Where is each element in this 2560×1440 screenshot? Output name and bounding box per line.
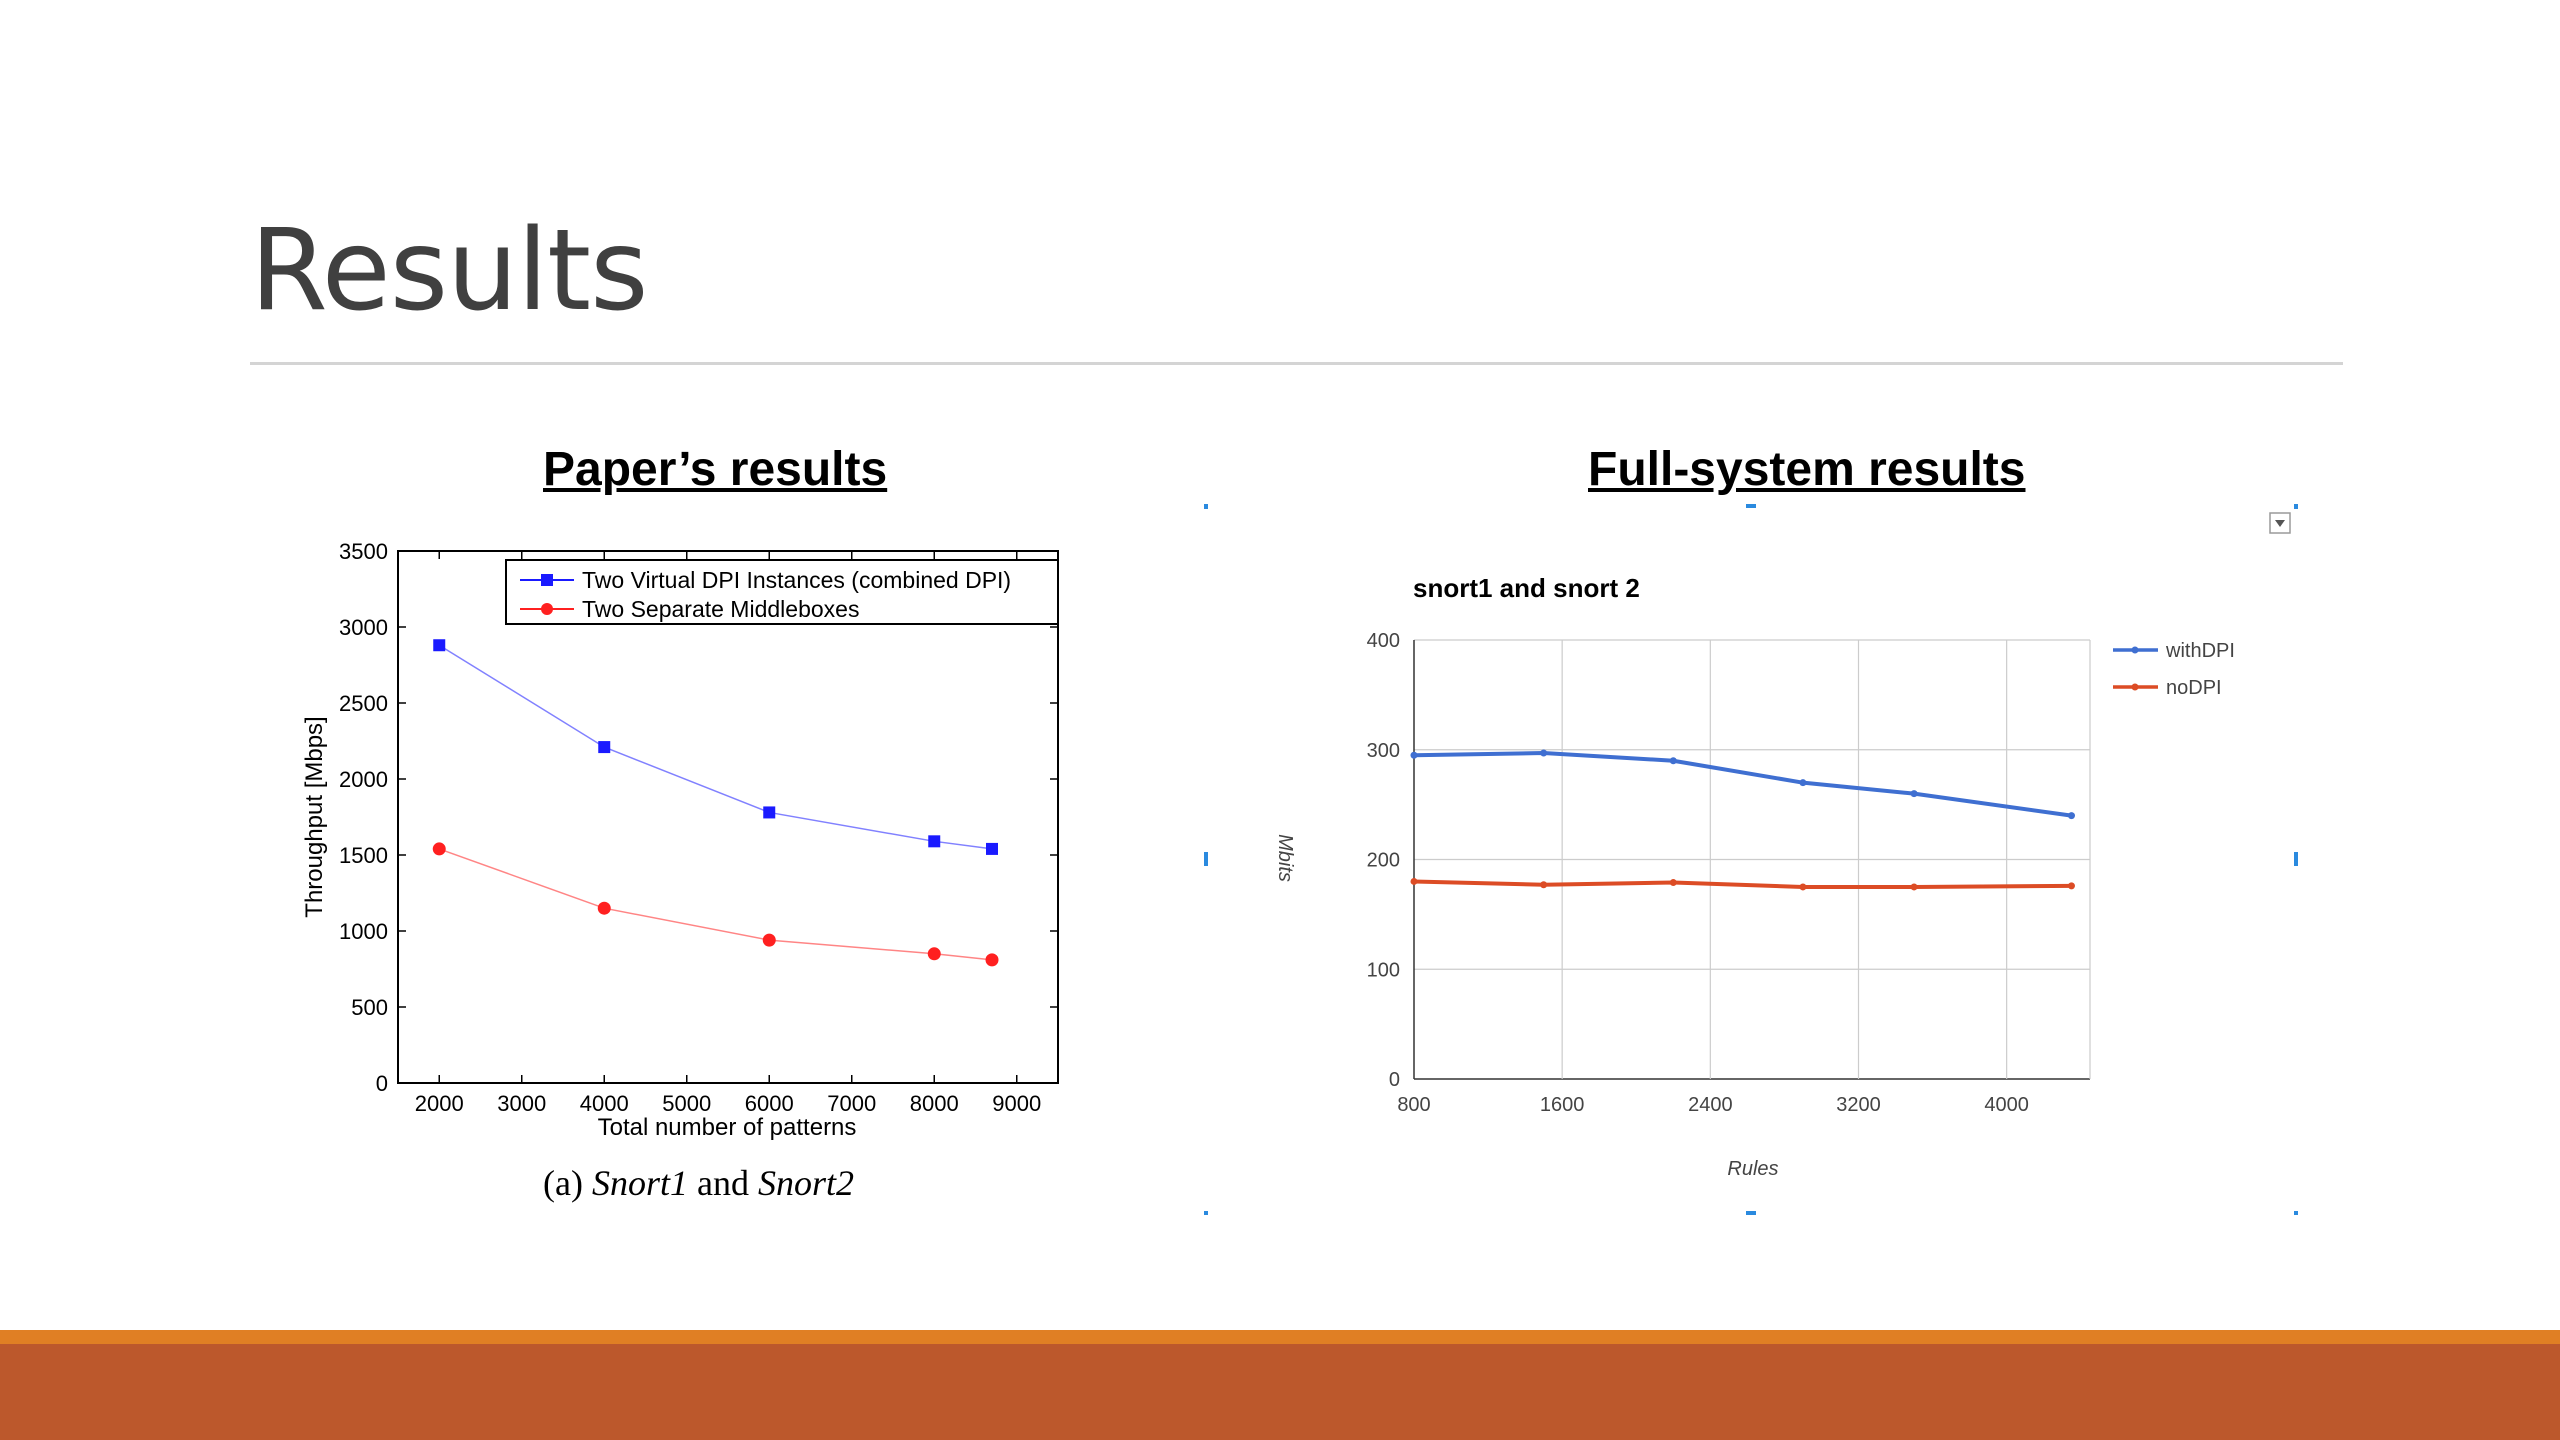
caption-and: and: [688, 1163, 758, 1203]
full-system-results-heading: Full-system results: [1588, 443, 2026, 496]
x-tick-label: 1600: [1540, 1094, 1585, 1116]
y-tick-label: 1500: [339, 843, 388, 868]
y-axis-label: Mbits: [1274, 834, 1296, 882]
series-line: [1413, 751, 2072, 818]
x-tick-label: 8000: [910, 1091, 959, 1116]
y-tick-label: 2500: [339, 691, 388, 716]
legend-marker: [541, 603, 553, 615]
y-tick-label: 0: [376, 1071, 388, 1096]
y-tick-label: 400: [1367, 630, 1400, 652]
selection-handle[interactable]: [1746, 1211, 1756, 1215]
y-tick-label: 200: [1367, 850, 1400, 872]
selection-handle[interactable]: [2294, 1211, 2298, 1215]
x-tick-label: 6000: [745, 1091, 794, 1116]
x-tick-label: 3000: [497, 1091, 546, 1116]
y-axis-label: Throughput [Mbps]: [301, 716, 328, 917]
chart-series: [432, 639, 999, 967]
chart-axes: [397, 550, 1059, 1084]
x-tick-label: 2400: [1688, 1094, 1733, 1116]
data-point: [762, 933, 776, 947]
y-tick-label: 300: [1367, 740, 1400, 762]
legend-label: withDPI: [2165, 640, 2235, 662]
chevron-down-icon: [2275, 520, 2285, 527]
data-point: [598, 741, 611, 754]
data-point: [1910, 790, 1918, 798]
y-tick-label: 1000: [339, 919, 388, 944]
legend-marker: [2131, 683, 2139, 691]
caption-snort2: Snort2: [758, 1163, 854, 1203]
chart-legend: withDPI noDPI: [2113, 640, 2235, 699]
data-point: [1669, 879, 1677, 887]
data-point: [986, 842, 998, 855]
legend-box: [505, 559, 1059, 625]
selection-handle[interactable]: [2294, 504, 2298, 509]
legend-marker: [2131, 646, 2139, 654]
x-tick-label: 3200: [1836, 1094, 1881, 1116]
x-tick-label: 9000: [992, 1091, 1041, 1116]
data-point: [1799, 883, 1807, 891]
tick-labels: 0 100 200 300 400 800 1600 2400 3200 4000: [1367, 630, 2029, 1116]
data-point: [927, 947, 941, 961]
legend-marker: [541, 574, 553, 586]
chart-gridlines: [1413, 639, 2091, 1080]
caption-prefix: (a): [543, 1163, 592, 1203]
data-point: [763, 806, 776, 819]
x-tick-label: 4000: [580, 1091, 629, 1116]
selection-handle[interactable]: [2294, 852, 2298, 866]
papers-results-heading: Paper’s results: [543, 443, 888, 496]
selection-handle[interactable]: [1204, 1211, 1208, 1215]
data-point: [2067, 882, 2075, 890]
y-tick-label: 500: [351, 995, 388, 1020]
chart-series: [1410, 749, 2075, 891]
selection-handle[interactable]: [1746, 504, 1756, 508]
data-point: [1540, 749, 1548, 757]
x-tick-label: 5000: [662, 1091, 711, 1116]
data-point: [597, 901, 611, 915]
series-line: [1413, 879, 2072, 889]
data-point: [1410, 751, 1418, 759]
figure-caption: (a) Snort1 and Snort2: [543, 1163, 854, 1203]
legend-label: Two Virtual DPI Instances (combined DPI): [582, 567, 1011, 593]
data-point: [985, 953, 999, 967]
y-tick-label: 100: [1367, 959, 1400, 981]
data-point: [1669, 757, 1677, 765]
data-point: [1910, 883, 1918, 891]
x-tick-label: 2000: [415, 1091, 464, 1116]
selection-handle[interactable]: [1204, 504, 1208, 509]
full-system-chart[interactable]: snort1 and snort 2 0 100 200 300 400 800 1600 2…: [1190, 500, 2310, 1230]
series-line: [438, 848, 993, 961]
y-tick-label: 2000: [339, 767, 388, 792]
data-point: [433, 639, 446, 652]
papers-results-chart: 2000 3000 4000 5000 6000 7000 8000 9000 0 500 1000…: [301, 539, 1059, 1203]
plot-frame: [397, 550, 1059, 1084]
data-point: [928, 835, 941, 848]
data-point: [1410, 877, 1418, 885]
slide-title: Results: [250, 206, 648, 336]
title-divider: [250, 362, 2343, 365]
x-tick-label: 7000: [827, 1091, 876, 1116]
caption-snort1: Snort1: [592, 1163, 688, 1203]
y-tick-label: 3000: [339, 615, 388, 640]
chart-menu-button[interactable]: [2269, 512, 2291, 534]
x-axis-label: Total number of patterns: [598, 1114, 857, 1141]
data-point: [1799, 779, 1807, 787]
selection-handle[interactable]: [1204, 852, 1208, 866]
data-point: [432, 842, 446, 856]
x-tick-label: 4000: [1984, 1094, 2029, 1116]
footer-accent-stripe: [0, 1330, 2560, 1344]
chart-title: snort1 and snort 2: [1413, 573, 1640, 603]
series-line: [438, 644, 993, 850]
data-point: [2067, 812, 2075, 820]
data-point: [1540, 881, 1548, 889]
x-axis-label: Rules: [1727, 1158, 1778, 1180]
y-tick-label: 0: [1389, 1069, 1400, 1091]
legend-label: noDPI: [2166, 677, 2222, 699]
tick-labels: 2000 3000 4000 5000 6000 7000 8000 9000 0 500 1000…: [339, 539, 1041, 1116]
y-tick-label: 3500: [339, 539, 388, 564]
footer-band: [0, 1344, 2560, 1440]
legend-label: Two Separate Middleboxes: [582, 596, 859, 622]
chart-legend: Two Virtual DPI Instances (combined DPI)…: [505, 559, 1059, 625]
x-tick-label: 800: [1397, 1094, 1430, 1116]
